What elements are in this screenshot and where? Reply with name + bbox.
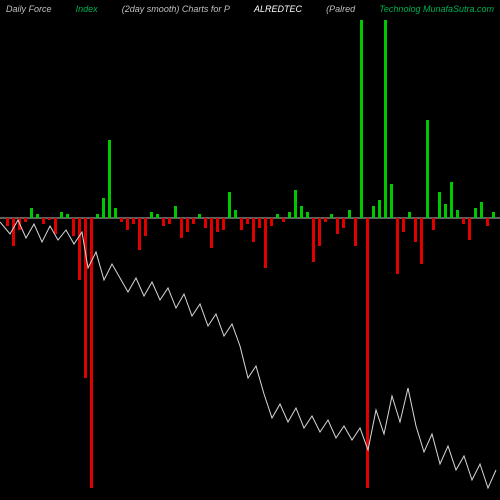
bar-down <box>168 218 171 224</box>
bar-up <box>408 212 411 218</box>
bar-up <box>306 212 309 218</box>
bar-down <box>462 218 465 224</box>
bar-down <box>252 218 255 242</box>
bars-group <box>6 20 495 488</box>
bar-up <box>438 192 441 218</box>
bar-up <box>378 200 381 218</box>
bar-down <box>84 218 87 378</box>
bar-down <box>162 218 165 226</box>
header-r1: (Palred <box>326 4 355 14</box>
bar-down <box>12 218 15 246</box>
header-l1: Daily Force <box>6 4 52 14</box>
bar-up <box>372 206 375 218</box>
bar-up <box>60 212 63 218</box>
bar-up <box>102 198 105 218</box>
bar-down <box>342 218 345 228</box>
bar-up <box>288 212 291 218</box>
bar-up <box>492 212 495 218</box>
bar-down <box>354 218 357 246</box>
bar-up <box>390 184 393 218</box>
bar-down <box>246 218 249 224</box>
bar-up <box>474 208 477 218</box>
bar-down <box>54 218 57 234</box>
bar-up <box>156 214 159 218</box>
bar-up <box>360 20 363 218</box>
bar-down <box>270 218 273 226</box>
bar-down <box>240 218 243 230</box>
bar-down <box>318 218 321 246</box>
bar-down <box>312 218 315 262</box>
bar-down <box>486 218 489 226</box>
bar-down <box>186 218 189 232</box>
bar-down <box>48 218 51 220</box>
header-m1: (2day smooth) Charts for P <box>122 4 230 14</box>
bar-down <box>396 218 399 274</box>
bar-up <box>198 214 201 218</box>
bar-up <box>300 206 303 218</box>
bar-down <box>180 218 183 238</box>
header-r2: Technolog MunafaSutra.com <box>379 4 494 14</box>
bar-down <box>126 218 129 230</box>
bar-down <box>138 218 141 250</box>
bar-down <box>210 218 213 248</box>
bar-up <box>450 182 453 218</box>
chart-header: Daily Force Index (2day smooth) Charts f… <box>0 4 500 14</box>
bar-up <box>276 214 279 218</box>
bar-up <box>456 210 459 218</box>
bar-down <box>144 218 147 236</box>
bar-down <box>420 218 423 264</box>
bar-down <box>402 218 405 232</box>
bar-down <box>432 218 435 230</box>
header-m2: ALREDTEC <box>254 4 302 14</box>
bar-up <box>96 214 99 218</box>
force-index-chart <box>0 20 500 490</box>
bar-down <box>6 218 9 226</box>
bar-down <box>216 218 219 232</box>
bar-up <box>480 202 483 218</box>
bar-up <box>228 192 231 218</box>
bar-down <box>468 218 471 240</box>
bar-up <box>36 214 39 218</box>
bar-up <box>114 208 117 218</box>
bar-down <box>72 218 75 236</box>
bar-down <box>24 218 27 222</box>
bar-down <box>192 218 195 224</box>
bar-down <box>336 218 339 234</box>
bar-down <box>324 218 327 222</box>
bar-down <box>282 218 285 222</box>
bar-down <box>132 218 135 224</box>
bar-up <box>330 214 333 218</box>
bar-up <box>426 120 429 218</box>
bar-up <box>66 214 69 218</box>
bar-down <box>258 218 261 228</box>
bar-down <box>120 218 123 222</box>
bar-down <box>78 218 81 280</box>
bar-down <box>42 218 45 224</box>
bar-up <box>294 190 297 218</box>
bar-down <box>204 218 207 228</box>
bar-down <box>414 218 417 242</box>
bar-up <box>150 212 153 218</box>
bar-up <box>384 20 387 218</box>
bar-up <box>108 140 111 218</box>
bar-down <box>264 218 267 268</box>
bar-up <box>30 208 33 218</box>
bar-up <box>348 210 351 218</box>
bar-up <box>174 206 177 218</box>
header-l2: Index <box>76 4 98 14</box>
bar-down <box>222 218 225 230</box>
bar-up <box>444 204 447 218</box>
bar-up <box>234 210 237 218</box>
